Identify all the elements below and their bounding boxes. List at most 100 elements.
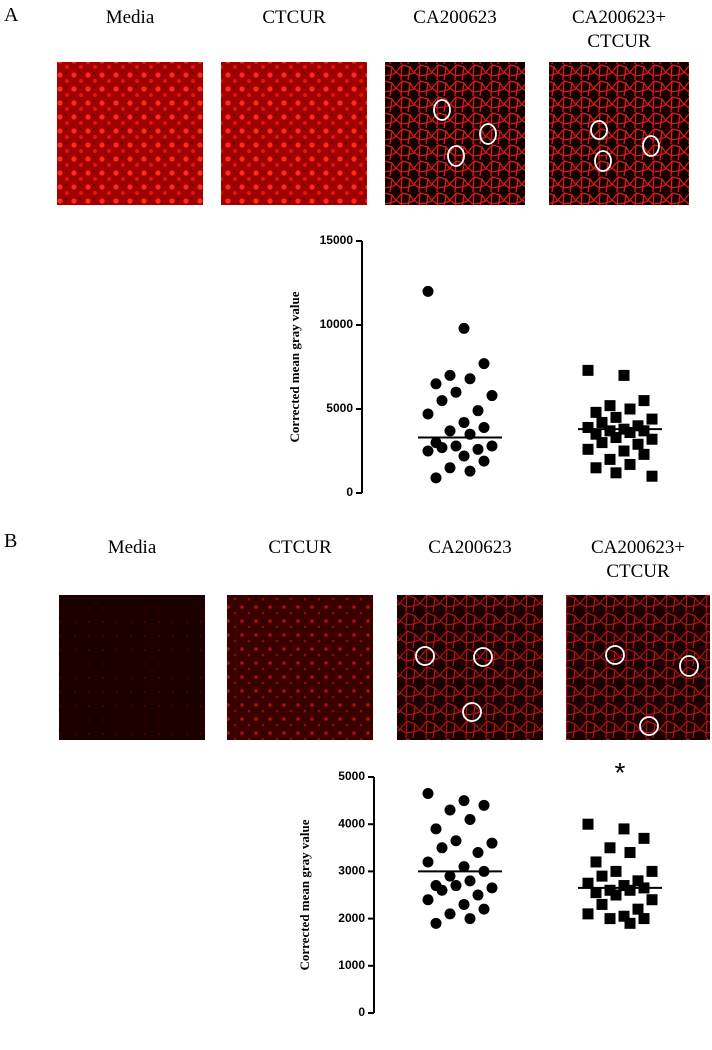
- data-point: [436, 395, 448, 407]
- image-caption: CA200623: [428, 537, 512, 558]
- data-point: [624, 458, 636, 470]
- data-point: [632, 875, 644, 887]
- data-point: [590, 406, 602, 418]
- data-point: [604, 400, 616, 412]
- data-point: [590, 887, 602, 899]
- roi-circle: [590, 120, 608, 140]
- data-point: [444, 462, 456, 474]
- y-tick-label: 0: [358, 1005, 365, 1019]
- data-point: [464, 465, 476, 477]
- y-tick-label: 2000: [338, 911, 365, 925]
- data-point: [596, 416, 608, 428]
- data-point: [478, 799, 490, 811]
- data-point: [638, 913, 650, 925]
- image-caption: Media: [105, 7, 155, 28]
- micrograph: [566, 595, 710, 740]
- data-point: [638, 448, 650, 460]
- data-point: [624, 427, 636, 439]
- data-point: [450, 880, 462, 892]
- data-point: [610, 432, 622, 444]
- panel-label: A: [4, 4, 19, 26]
- data-point: [430, 823, 442, 835]
- y-tick-label: 4000: [338, 816, 365, 830]
- roi-circle: [479, 123, 497, 145]
- data-point: [624, 847, 636, 859]
- y-tick-label: 10000: [320, 317, 354, 331]
- y-tick-label: 1000: [338, 958, 365, 972]
- data-point: [422, 856, 434, 868]
- data-point: [472, 847, 484, 859]
- data-point: [618, 823, 630, 835]
- image-caption: CA200623+ CTCUR: [571, 7, 667, 52]
- micrograph: [221, 62, 367, 205]
- micrographs: [57, 62, 710, 740]
- y-axis-label: Corrected mean gray value: [287, 291, 302, 442]
- data-point: [436, 884, 448, 896]
- data-point: [646, 470, 658, 482]
- data-point: [632, 438, 644, 450]
- data-point: [604, 884, 616, 896]
- data-point: [486, 440, 498, 452]
- data-point: [610, 411, 622, 423]
- data-point: [472, 889, 484, 901]
- data-point: [624, 403, 636, 415]
- data-point: [604, 425, 616, 437]
- image-caption: CTCUR: [268, 537, 332, 558]
- data-point: [444, 425, 456, 437]
- data-point: [610, 467, 622, 479]
- micrograph: [397, 595, 543, 740]
- data-point: [618, 880, 630, 892]
- data-point: [638, 832, 650, 844]
- significance-mark: *: [615, 757, 626, 788]
- data-point: [458, 450, 470, 462]
- data-point: [458, 861, 470, 873]
- data-point: [624, 917, 636, 929]
- data-point: [436, 442, 448, 454]
- roi-circle: [639, 716, 659, 736]
- data-point: [582, 877, 594, 889]
- data-point: [478, 421, 490, 433]
- data-point: [582, 908, 594, 920]
- data-point: [422, 894, 434, 906]
- image-caption: CA200623+ CTCUR: [590, 537, 686, 582]
- data-point: [604, 842, 616, 854]
- roi-circle: [415, 646, 435, 666]
- data-point: [632, 903, 644, 915]
- data-point: [444, 870, 456, 882]
- data-point: [458, 416, 470, 428]
- roi-circle: [447, 145, 465, 167]
- data-point: [478, 358, 490, 370]
- y-tick-label: 0: [346, 485, 353, 499]
- data-point: [582, 421, 594, 433]
- data-point: [450, 386, 462, 398]
- data-point: [430, 472, 442, 484]
- data-point: [458, 795, 470, 807]
- micrograph: [227, 595, 373, 740]
- y-tick-label: 5000: [338, 769, 365, 783]
- data-point: [590, 462, 602, 474]
- micrograph: [59, 595, 205, 740]
- image-caption: Media: [107, 537, 157, 558]
- micrograph: [385, 62, 525, 205]
- data-point: [646, 433, 658, 445]
- panel-label: B: [4, 530, 18, 552]
- data-point: [610, 889, 622, 901]
- y-tick-label: 3000: [338, 864, 365, 878]
- data-point: [478, 903, 490, 915]
- data-point: [582, 364, 594, 376]
- data-point: [590, 856, 602, 868]
- data-point: [464, 875, 476, 887]
- data-point: [444, 804, 456, 816]
- data-point: [430, 378, 442, 390]
- data-point: [618, 445, 630, 457]
- micrograph: [57, 62, 203, 205]
- roi-circle: [433, 99, 451, 121]
- data-point: [478, 455, 490, 467]
- data-point: [486, 882, 498, 894]
- data-point: [486, 837, 498, 849]
- y-axis-label: Corrected mean gray value: [297, 819, 312, 970]
- data-point: [646, 413, 658, 425]
- data-point: [638, 395, 650, 407]
- y-tick-label: 15000: [320, 233, 354, 247]
